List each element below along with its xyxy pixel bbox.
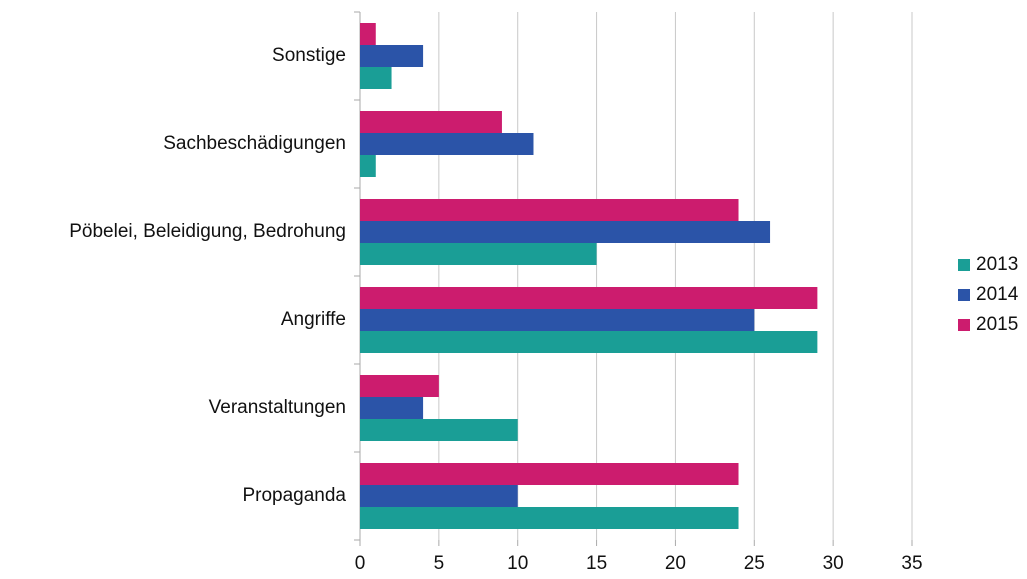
bar	[360, 199, 739, 221]
x-tick-label: 30	[823, 553, 844, 574]
x-tick-label: 15	[586, 553, 607, 574]
y-tick-label: Pöbelei, Beleidigung, Bedrohung	[69, 221, 346, 242]
bar	[360, 375, 439, 397]
legend-swatch	[958, 259, 970, 271]
bar	[360, 155, 376, 177]
bar	[360, 221, 771, 243]
y-tick-label: Sonstige	[272, 45, 346, 66]
bar	[360, 463, 739, 485]
x-tick-label: 10	[507, 553, 528, 574]
bar	[360, 243, 597, 265]
bar	[360, 507, 739, 529]
x-tick-label: 0	[355, 553, 366, 574]
bar	[360, 111, 502, 133]
y-tick-label: Propaganda	[242, 485, 346, 506]
legend-swatch	[958, 289, 970, 301]
y-tick-label: Veranstaltungen	[209, 397, 346, 418]
bar	[360, 419, 518, 441]
bar	[360, 287, 818, 309]
bar	[360, 309, 755, 331]
legend-label: 2013	[976, 254, 1018, 275]
legend-label: 2015	[976, 314, 1018, 335]
y-tick-label: Sachbeschädigungen	[163, 133, 346, 154]
bar	[360, 45, 424, 67]
x-tick-label: 35	[901, 553, 922, 574]
bar	[360, 133, 534, 155]
x-tick-label: 5	[434, 553, 445, 574]
y-tick-label: Angriffe	[281, 309, 346, 330]
bar	[360, 67, 392, 89]
bar	[360, 331, 818, 353]
bar	[360, 485, 518, 507]
bar	[360, 397, 424, 419]
x-tick-label: 20	[665, 553, 686, 574]
legend-label: 2014	[976, 284, 1019, 305]
legend-swatch	[958, 319, 970, 331]
bar	[360, 23, 376, 45]
x-tick-label: 25	[744, 553, 765, 574]
